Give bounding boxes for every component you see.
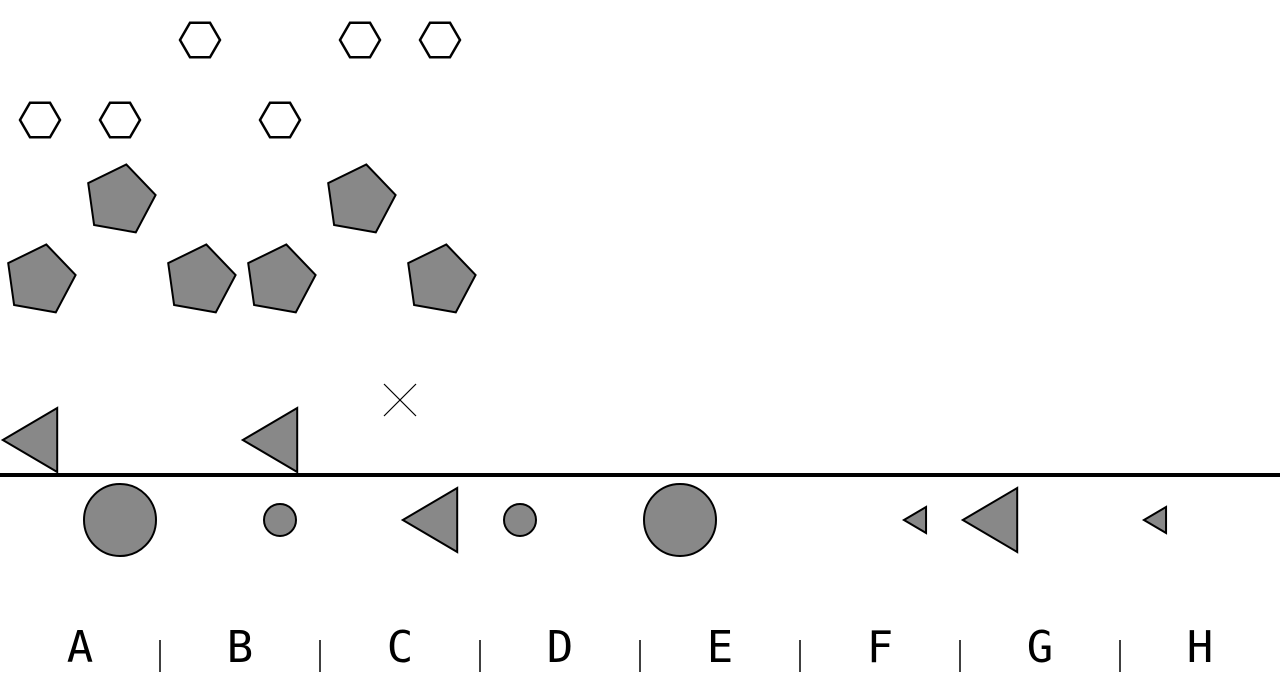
hexagon-piece bbox=[178, 21, 222, 59]
triangle-piece bbox=[960, 486, 1019, 554]
triangle-piece bbox=[240, 406, 299, 474]
pentagon-piece bbox=[167, 243, 237, 314]
pentagon-piece bbox=[247, 243, 317, 314]
triangle-piece bbox=[1141, 505, 1168, 535]
circle-piece bbox=[503, 503, 537, 537]
circle-piece bbox=[643, 483, 717, 557]
column-label-h: H bbox=[1186, 622, 1214, 673]
hexagon-piece bbox=[338, 21, 382, 59]
column-label-d: D bbox=[546, 622, 574, 673]
pentagon-piece bbox=[87, 163, 157, 234]
pentagon-piece bbox=[7, 243, 77, 314]
hexagon-piece bbox=[18, 101, 62, 139]
pentagon-piece bbox=[327, 163, 397, 234]
column-label-a: A bbox=[66, 622, 94, 673]
triangle-piece bbox=[901, 505, 928, 535]
column-label-f: F bbox=[866, 622, 894, 673]
circle-piece bbox=[83, 483, 157, 557]
hexagon-piece bbox=[258, 101, 302, 139]
triangle-piece bbox=[0, 406, 59, 474]
column-label-b: B bbox=[226, 622, 254, 673]
cross-marker bbox=[383, 383, 417, 417]
column-label-g: G bbox=[1026, 622, 1054, 673]
hexagon-piece bbox=[418, 21, 462, 59]
pentagon-piece bbox=[407, 243, 477, 314]
column-label-e: E bbox=[706, 622, 734, 673]
triangle-piece bbox=[400, 486, 459, 554]
circle-piece bbox=[263, 503, 297, 537]
hexagon-piece bbox=[98, 101, 142, 139]
column-label-c: C bbox=[386, 622, 414, 673]
